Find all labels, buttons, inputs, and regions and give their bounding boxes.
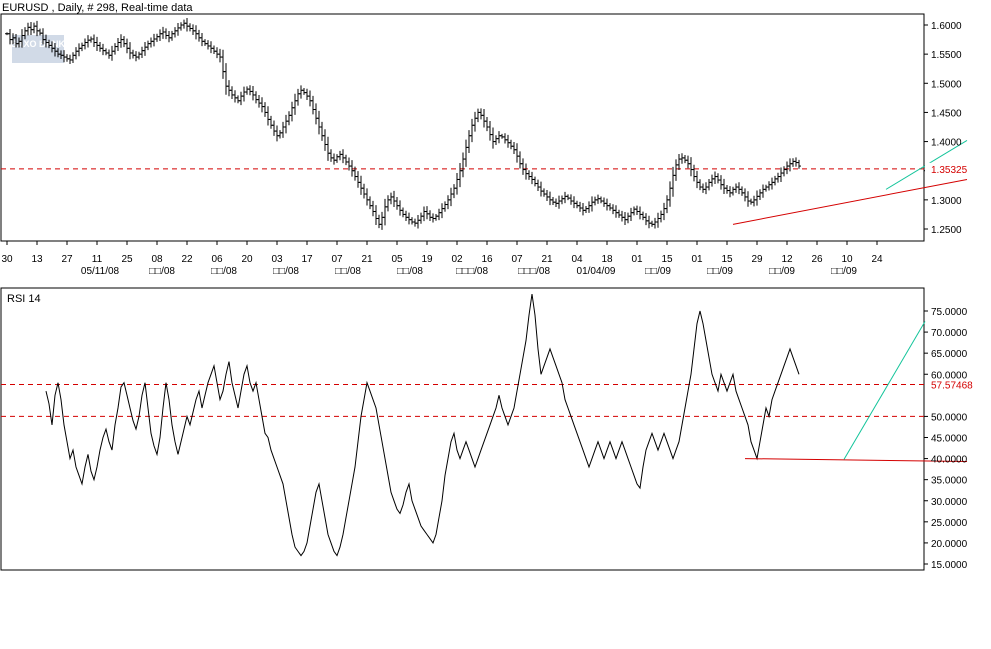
x-tick-label: 22 <box>181 254 193 265</box>
rsi-y-tick-label: 75.0000 <box>931 307 968 318</box>
x-tick-label: 21 <box>541 254 553 265</box>
price-y-tick-label: 1.4500 <box>931 108 962 119</box>
x-tick-label: 08 <box>151 254 163 265</box>
price-chart-title: EURUSD , Daily, # 298, Real-time data <box>2 2 193 14</box>
x-tick-label: 26 <box>811 254 823 265</box>
rsi-y-tick-label: 15.0000 <box>931 560 968 571</box>
x-tick-label: 21 <box>361 254 373 265</box>
price-level-label-bg <box>925 162 985 175</box>
rsi-y-tick-label: 25.0000 <box>931 518 968 529</box>
x-tick-label: 01 <box>691 254 703 265</box>
x-tick-label: 16 <box>481 254 493 265</box>
x-tick-label: 19 <box>421 254 433 265</box>
rsi-chart-title: RSI 14 <box>7 293 41 305</box>
rsi-trendline-red <box>744 458 968 463</box>
watermark-text: SAXO BANK <box>11 39 66 49</box>
x-tick-label: 07 <box>511 254 523 265</box>
price-y-tick-label: 1.5500 <box>931 50 962 61</box>
x-sub-label: □□/08 <box>273 266 299 277</box>
x-sub-label: □□/09 <box>645 266 671 277</box>
x-tick-label: 15 <box>721 254 733 265</box>
x-tick-label: 02 <box>451 254 463 265</box>
x-tick-label: 18 <box>601 254 613 265</box>
x-sub-label: 01/04/09 <box>577 266 616 277</box>
x-tick-label: 10 <box>841 254 853 265</box>
x-sub-label: □□/08 <box>335 266 361 277</box>
x-tick-label: 04 <box>571 254 583 265</box>
rsi-y-tick-label: 60.0000 <box>931 370 968 381</box>
rsi-level-label: 57.57468 <box>931 380 973 391</box>
x-tick-label: 11 <box>92 254 103 265</box>
x-tick-label: 25 <box>121 254 133 265</box>
x-tick-label: 20 <box>241 254 253 265</box>
price-y-tick-label: 1.6000 <box>931 21 962 32</box>
price-trendline-red <box>732 178 968 225</box>
rsi-y-tick-label: 35.0000 <box>931 476 968 487</box>
x-sub-label: □□/09 <box>769 266 795 277</box>
price-panel <box>0 13 925 242</box>
rsi-trendline-green <box>843 321 926 460</box>
x-sub-label: □□/09 <box>831 266 857 277</box>
rsi-level-label-bg <box>925 378 989 391</box>
x-tick-label: 06 <box>211 254 223 265</box>
price-y-tick-label: 1.5000 <box>931 79 962 90</box>
x-tick-label: 15 <box>661 254 673 265</box>
rsi-y-tick-label: 65.0000 <box>931 349 968 360</box>
price-level-label: 1.35325 <box>931 165 968 176</box>
rsi-y-tick-label: 70.0000 <box>931 328 968 339</box>
x-sub-label: □□/08 <box>149 266 175 277</box>
rsi-y-tick-label: 30.0000 <box>931 497 968 508</box>
x-sub-label: 05/11/08 <box>81 266 120 277</box>
rsi-y-tick-label: 20.0000 <box>931 539 968 550</box>
x-tick-label: 12 <box>781 254 793 265</box>
x-tick-label: 05 <box>391 254 403 265</box>
x-sub-label: □□/08 <box>397 266 423 277</box>
rsi-y-tick-label: 50.0000 <box>931 412 968 423</box>
x-sub-label: □□/08 <box>211 266 237 277</box>
x-tick-label: 30 <box>1 254 13 265</box>
price-y-tick-label: 1.3000 <box>931 196 962 207</box>
price-y-tick-label: 1.2500 <box>931 225 962 236</box>
x-tick-label: 07 <box>331 254 343 265</box>
x-sub-label: □□□/08 <box>456 266 488 277</box>
price-y-tick-label: 1.4000 <box>931 138 962 149</box>
x-tick-label: 03 <box>271 254 283 265</box>
x-sub-label: □□/09 <box>707 266 733 277</box>
rsi-y-tick-label: 45.0000 <box>931 434 968 445</box>
x-tick-label: 13 <box>31 254 43 265</box>
rsi-y-tick-label: 40.0000 <box>931 455 968 466</box>
x-tick-label: 17 <box>301 254 313 265</box>
x-sub-label: □□□/08 <box>518 266 550 277</box>
x-tick-label: 01 <box>631 254 643 265</box>
x-tick-label: 24 <box>871 254 883 265</box>
rsi-panel <box>0 287 925 571</box>
x-tick-label: 29 <box>751 254 763 265</box>
rsi-line <box>45 294 800 557</box>
x-tick-label: 27 <box>61 254 73 265</box>
